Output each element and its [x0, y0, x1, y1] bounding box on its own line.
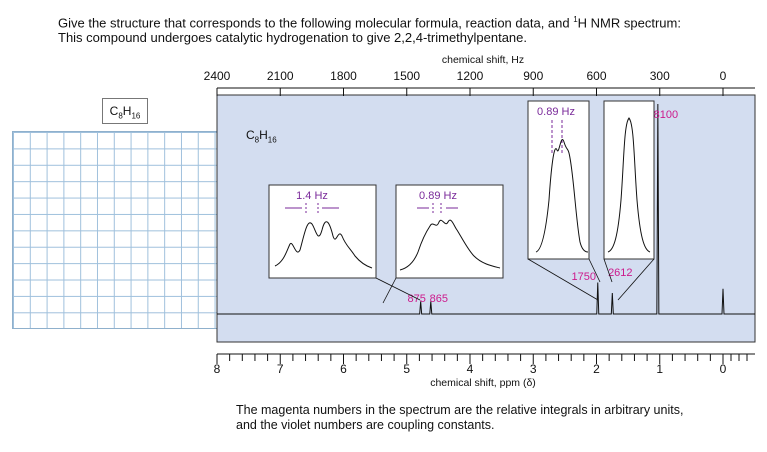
bottom-tick-label: 4	[467, 362, 474, 376]
footnote: The magenta numbers in the spectrum are …	[236, 403, 684, 432]
top-tick-label: 2100	[267, 69, 294, 83]
top-axis-label: chemical shift, Hz	[442, 54, 524, 66]
top-tick-label: 900	[523, 69, 543, 83]
inset-1-coupling: 1.4 Hz	[296, 190, 328, 202]
inset-3-coupling: 0.89 Hz	[537, 106, 575, 118]
bottom-tick-label: 2	[593, 362, 600, 376]
bottom-tick-label: 7	[277, 362, 284, 376]
top-tick-label: 0	[720, 69, 727, 83]
formula-answer-box[interactable]: C8H16	[102, 98, 148, 124]
inset-2: 0.89 Hz	[395, 184, 504, 279]
bottom-axis-label: chemical shift, ppm (δ)	[430, 377, 536, 389]
bottom-tick-label: 1	[656, 362, 663, 376]
integral-label: 865	[430, 293, 448, 305]
top-tick-label: 300	[650, 69, 670, 83]
top-tick-label: 1200	[457, 69, 484, 83]
top-tick-label: 2400	[204, 69, 231, 83]
inset-4	[603, 100, 655, 260]
inset-3: 0.89 Hz	[527, 100, 590, 260]
drawing-grid[interactable]	[12, 131, 232, 329]
inset-1: 1.4 Hz	[268, 184, 377, 279]
integral-label: 8100	[654, 109, 678, 121]
integral-label: 2612	[608, 267, 632, 279]
bottom-tick-label: 6	[340, 362, 347, 376]
inset-2-coupling: 0.89 Hz	[419, 190, 457, 202]
bottom-tick-label: 8	[214, 362, 221, 376]
spectrum-trace	[217, 103, 755, 315]
top-tick-label: 600	[586, 69, 606, 83]
integral-label: 1750	[572, 271, 596, 283]
bottom-tick-label: 3	[530, 362, 537, 376]
bottom-tick-label: 0	[720, 362, 727, 376]
bottom-tick-label: 5	[403, 362, 410, 376]
question-text: Give the structure that corresponds to t…	[58, 15, 681, 46]
top-tick-label: 1500	[393, 69, 420, 83]
plot-formula: C8H16	[246, 128, 277, 145]
top-tick-label: 1800	[330, 69, 357, 83]
